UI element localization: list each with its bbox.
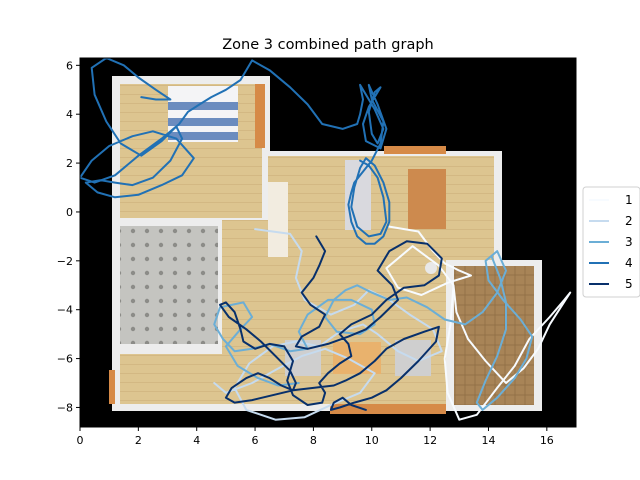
y-axis: −8 −6 −4 −2 0 2 4 6 (57, 59, 80, 414)
bed-stripe (168, 132, 238, 140)
legend-label-2: 2 (625, 214, 633, 228)
series-line-4 (80, 58, 391, 245)
bed-stripe (168, 118, 238, 126)
series-line-3 (213, 250, 534, 411)
x-tick-label: 0 (77, 434, 84, 447)
y-tick-label: −8 (57, 401, 73, 414)
x-tick-label: 4 (193, 434, 200, 447)
y-tick-label: −4 (57, 304, 73, 317)
cabinet (268, 182, 288, 257)
coffee-table (333, 342, 381, 374)
kitchen-floor (268, 156, 494, 260)
kitchen-counter (345, 160, 371, 230)
plot-frame (79, 57, 577, 428)
y-tick-label: 0 (66, 206, 73, 219)
series-line-5 (219, 235, 443, 411)
door-frame (330, 404, 446, 414)
chart-title: Zone 3 combined path graph (222, 37, 434, 53)
y-tick-label: 6 (66, 59, 73, 72)
y-tick-label: −2 (57, 255, 73, 268)
y-tick-label: 2 (66, 157, 73, 170)
x-tick-label: 8 (310, 434, 317, 447)
x-tick-label: 14 (481, 434, 495, 447)
legend: 1 2 3 4 5 (582, 186, 640, 298)
legend-items: 1 2 3 4 5 (589, 193, 633, 291)
x-tick-label: 10 (365, 434, 379, 447)
y-tick-label: −6 (57, 353, 73, 366)
door-frame (255, 84, 265, 148)
y-tick-label: 4 (66, 108, 73, 121)
x-tick-label: 12 (423, 434, 437, 447)
legend-label-4: 4 (625, 256, 633, 270)
bed-stripe (168, 102, 238, 110)
legend-label-1: 1 (625, 193, 633, 207)
legend-label-5: 5 (625, 277, 633, 291)
series-line-1 (385, 225, 572, 421)
door-frame (109, 370, 115, 404)
x-tick-label: 16 (540, 434, 554, 447)
legend-box (582, 186, 640, 298)
lamp (425, 262, 437, 274)
series-layer (80, 58, 572, 421)
x-tick-label: 6 (252, 434, 259, 447)
dining-table (408, 169, 446, 229)
legend-label-3: 3 (625, 235, 633, 249)
x-tick-label: 2 (135, 434, 142, 447)
door-frame (384, 146, 446, 154)
x-axis: 0 2 4 6 8 10 12 14 16 (77, 427, 554, 447)
bathroom-floor (120, 226, 218, 344)
